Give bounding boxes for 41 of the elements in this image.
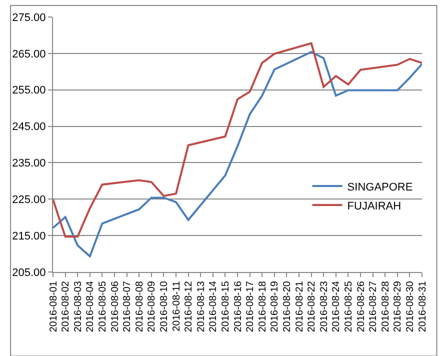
y-tick-label: 205.00 <box>12 266 46 279</box>
y-tick-label: 235.00 <box>12 158 46 170</box>
x-tick-label: 2016-08-05 <box>97 280 108 332</box>
x-tick-label: 2016-08-04 <box>85 280 96 332</box>
x-tick-label: 2016-08-29 <box>392 280 404 332</box>
x-tick-label: 2016-08-08 <box>134 280 146 332</box>
legend-label: FUJAIRAH <box>347 200 402 212</box>
x-tick-label: 2016-08-26 <box>356 280 367 332</box>
y-tick-label: 275.00 <box>12 12 46 24</box>
x-tick-label: 2016-08-23 <box>318 280 330 332</box>
y-tick-label: 225.00 <box>12 194 46 206</box>
x-tick-label: 2016-08-31 <box>417 280 428 332</box>
x-tick-label: 2016-08-20 <box>282 280 293 332</box>
x-tick-label: 2016-08-13 <box>196 280 207 332</box>
y-tick-label: 245.00 <box>12 121 46 134</box>
x-tick-label: 2016-08-01 <box>48 280 60 332</box>
legend-label: SINGAPORE <box>347 181 413 194</box>
x-tick-label: 2016-08-28 <box>380 280 392 332</box>
x-tick-label: 2016-08-14 <box>208 280 220 332</box>
x-tick-label: 2016-08-11 <box>171 280 182 332</box>
x-tick-label: 2016-08-22 <box>306 280 318 332</box>
x-tick-label: 2016-08-15 <box>220 280 232 332</box>
y-tick-label: 255.00 <box>12 84 46 97</box>
x-tick-label: 2016-08-18 <box>257 280 268 332</box>
x-tick-label: 2016-08-19 <box>270 280 281 332</box>
x-tick-label: 2016-08-24 <box>331 280 342 332</box>
x-tick-label: 2016-08-06 <box>110 280 121 332</box>
y-tick-label: 265.00 <box>12 48 46 60</box>
x-tick-label: 2016-08-25 <box>343 280 354 332</box>
x-tick-label: 2016-08-27 <box>368 280 380 332</box>
x-tick-label: 2016-08-10 <box>158 280 170 332</box>
x-tick-label: 2016-08-07 <box>122 280 134 332</box>
x-tick-label: 2016-08-16 <box>232 280 244 332</box>
x-tick-label: 2016-08-02 <box>60 280 72 332</box>
x-tick-label: 2016-08-12 <box>184 280 195 332</box>
y-tick-label: 215.00 <box>12 230 46 242</box>
x-tick-label: 2016-08-09 <box>146 280 158 332</box>
x-tick-label: 2016-08-30 <box>404 280 416 332</box>
x-tick-label: 2016-08-17 <box>245 280 256 332</box>
x-tick-label: 2016-08-21 <box>294 280 306 332</box>
x-tick-label: 2016-08-03 <box>72 280 84 332</box>
